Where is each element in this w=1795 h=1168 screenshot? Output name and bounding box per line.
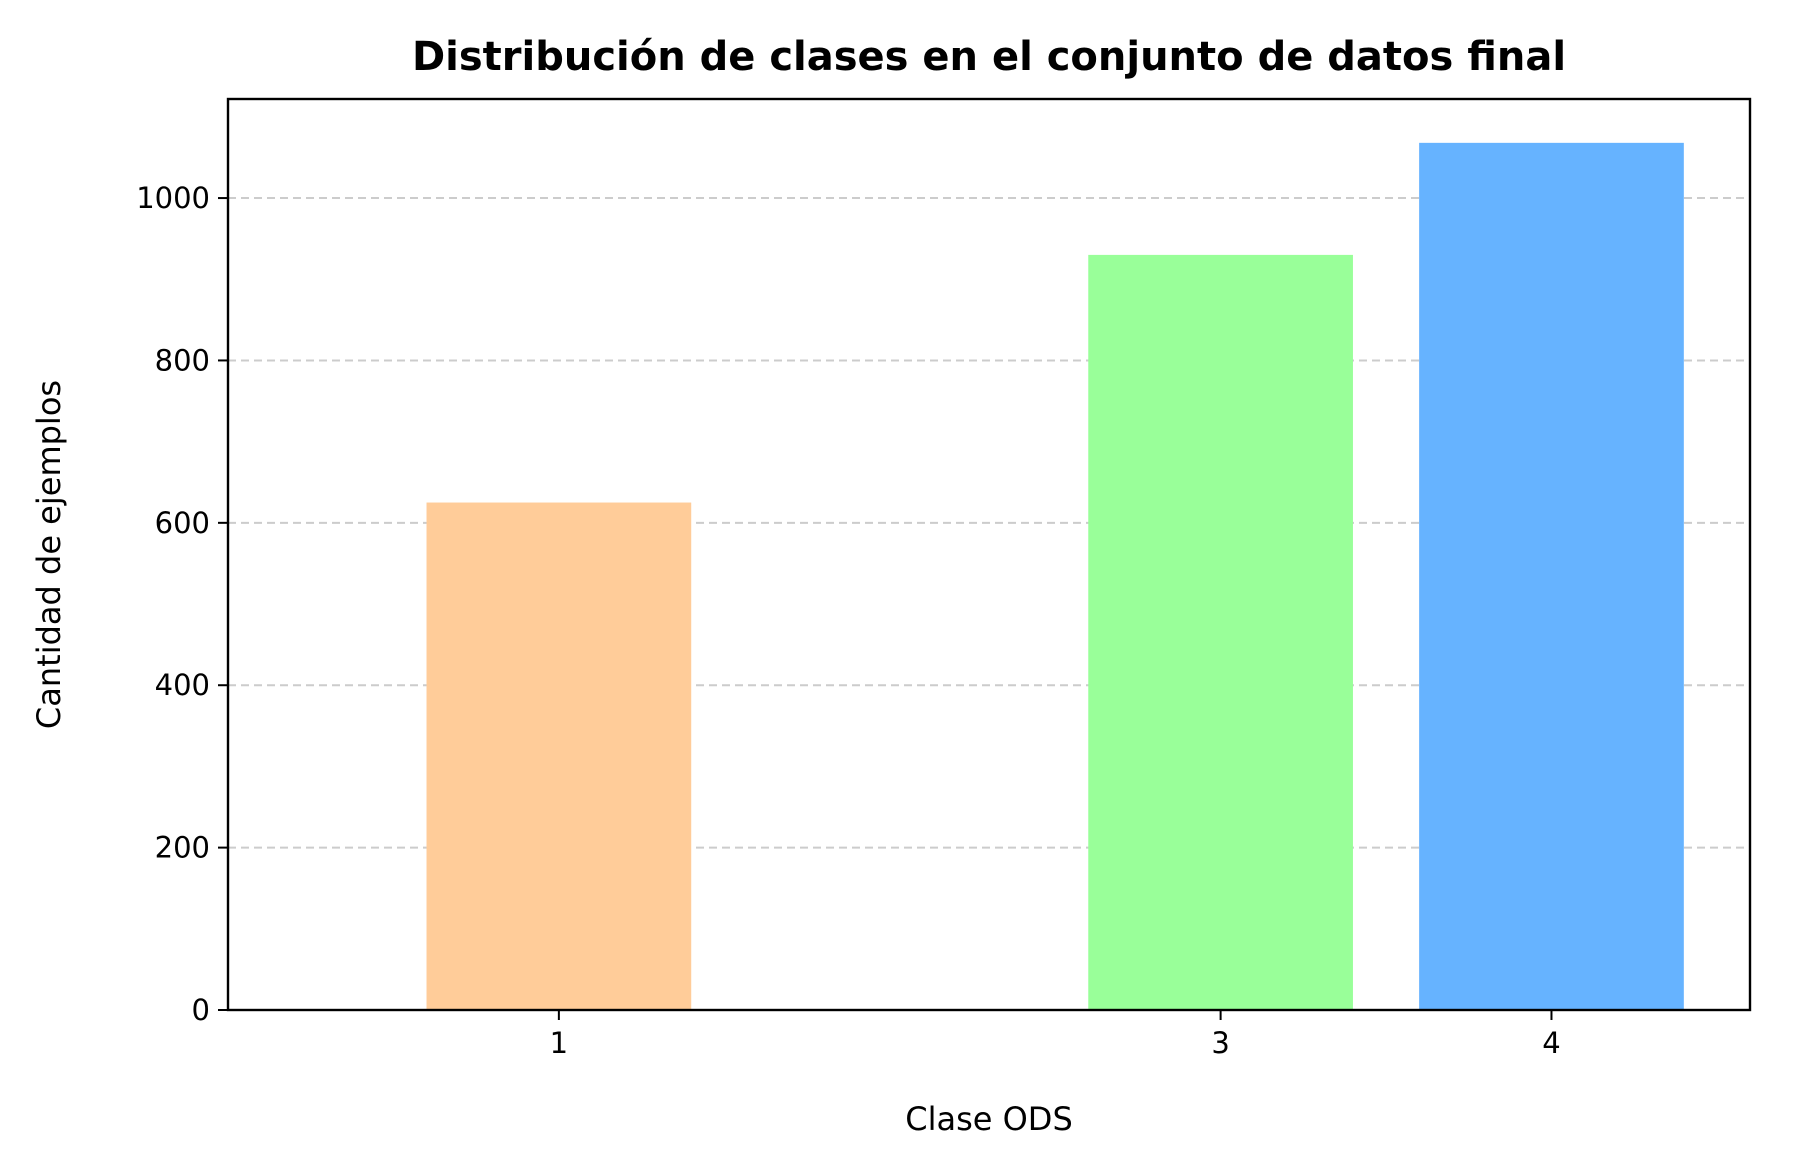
x-axis-label: Clase ODS <box>905 1100 1073 1138</box>
y-tick-label: 800 <box>155 343 210 377</box>
y-tick-label: 0 <box>192 993 210 1027</box>
bar-class-3 <box>1088 254 1353 1010</box>
x-axis-ticks: 1 3 4 <box>550 1010 1561 1060</box>
bars <box>426 142 1684 1011</box>
y-tick-label: 600 <box>155 506 210 540</box>
x-tick-label: 4 <box>1542 1026 1560 1060</box>
y-axis-label: Cantidad de ejemplos <box>30 380 68 729</box>
chart-title: Distribución de clases en el conjunto de… <box>412 34 1566 80</box>
y-tick-label: 1000 <box>136 181 210 215</box>
y-tick-label: 400 <box>155 668 210 702</box>
y-tick-label: 200 <box>155 831 210 865</box>
plot-frame <box>226 97 1752 1012</box>
x-tick-label: 1 <box>550 1026 568 1060</box>
x-tick-label: 3 <box>1211 1026 1229 1060</box>
y-axis-ticks: 0 200 400 600 800 1000 <box>136 181 228 1027</box>
bar-class-4 <box>1419 142 1684 1011</box>
bar-class-1 <box>426 502 692 1010</box>
